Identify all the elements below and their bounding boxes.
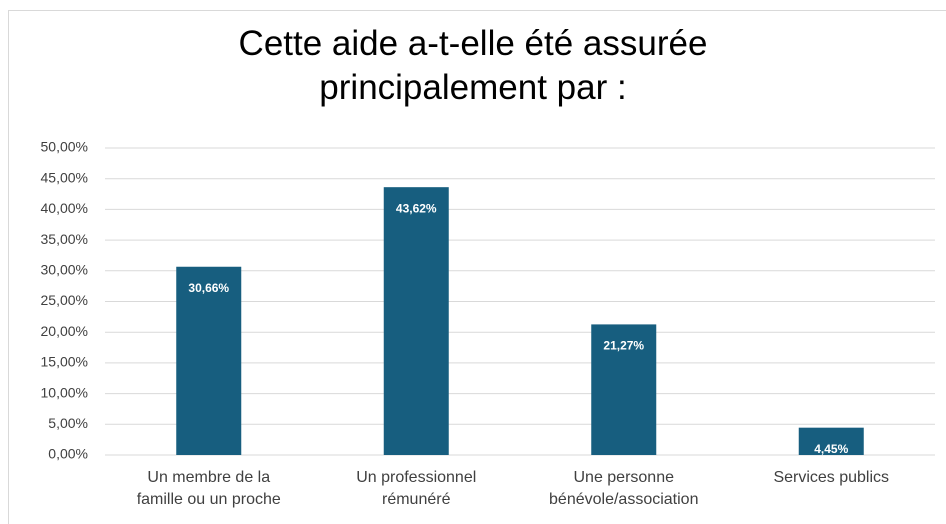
y-tick-label: 25,00%: [41, 292, 88, 308]
y-tick-label: 15,00%: [41, 354, 88, 370]
bar: [176, 266, 242, 455]
bar: [798, 427, 864, 455]
bar: [591, 324, 657, 455]
data-label: 30,66%: [188, 281, 229, 295]
data-label: 43,62%: [396, 201, 437, 215]
chart-title: Cette aide a-t-elle été assurée principa…: [238, 24, 708, 107]
y-tick-label: 50,00%: [41, 139, 88, 155]
x-tick-label: Un professionnel rémunéré: [356, 469, 477, 508]
y-tick-label: 40,00%: [41, 200, 88, 216]
y-tick-label: 35,00%: [41, 231, 88, 247]
chart-border: [8, 10, 946, 524]
x-tick-label: Services publics: [773, 469, 890, 486]
y-tick-label: 20,00%: [41, 323, 88, 339]
y-tick-label: 45,00%: [41, 169, 88, 185]
y-tick-label: 0,00%: [48, 446, 88, 462]
x-tick-label: Une personne bénévole/association: [549, 469, 699, 508]
y-tick-label: 30,00%: [41, 262, 88, 278]
y-tick-label: 10,00%: [41, 384, 88, 400]
data-label: 21,27%: [603, 339, 644, 353]
data-label: 4,45%: [814, 442, 848, 456]
x-tick-label: Un membre de la famille ou un proche: [136, 469, 281, 508]
bar: [383, 187, 449, 455]
y-tick-label: 5,00%: [48, 415, 88, 431]
